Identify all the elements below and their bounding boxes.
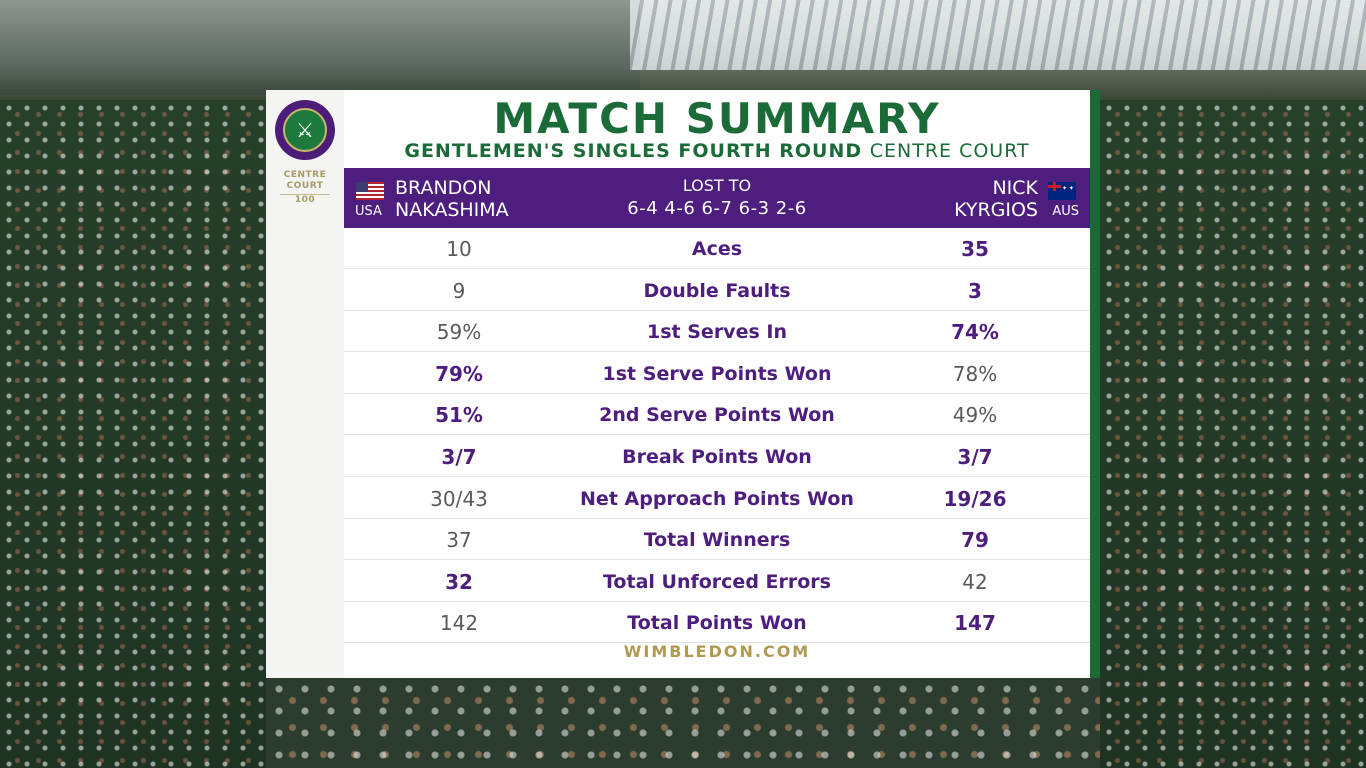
player-right-country: AUS: [1052, 204, 1079, 219]
page-title: MATCH SUMMARY: [493, 94, 941, 143]
stat-row: 51% 2nd Serve Points Won 49%: [344, 396, 1090, 436]
stat-row: 79% 1st Serve Points Won 78%: [344, 354, 1090, 394]
player-right-last-name: KYRGIOS: [954, 199, 1038, 221]
player-left-last-name: NAKASHIMA: [395, 199, 509, 221]
stat-right-value: 42: [962, 569, 988, 594]
player-right-first-name: NICK: [992, 177, 1038, 199]
stat-right-value: 147: [954, 611, 996, 636]
stat-label: Aces: [691, 238, 743, 260]
stat-left-value: 32: [445, 569, 473, 594]
crowd-stands-left: [0, 100, 266, 768]
stat-left-value: 3/7: [441, 444, 477, 469]
badge-line-2: COURT: [286, 181, 324, 191]
stat-row: 32 Total Unforced Errors 42: [344, 562, 1090, 602]
stat-label: 2nd Serve Points Won: [599, 404, 835, 427]
stat-left-value: 37: [446, 528, 472, 553]
branding-sidebar: ⚔ CENTRE COURT 100: [266, 90, 344, 678]
stat-label: Total Winners: [643, 529, 791, 552]
badge-line-3: 100: [294, 195, 316, 205]
stadium-roof: [630, 0, 1366, 70]
player-right-name: NICK KYRGIOS: [954, 177, 1038, 221]
stat-left-value: 51%: [435, 403, 483, 428]
stat-row: 9 Double Faults 3: [344, 271, 1090, 311]
badge-line-1: CENTRE: [283, 170, 327, 180]
result-label: LOST TO: [682, 176, 752, 195]
stat-label: Total Unforced Errors: [603, 570, 831, 593]
stat-label: 1st Serve Points Won: [602, 362, 832, 385]
stadium-roof-left: [0, 0, 640, 95]
stat-row: 142 Total Points Won 147: [344, 604, 1090, 644]
stat-right-value: 49%: [952, 403, 998, 428]
event-subtitle: GENTLEMEN'S SINGLES FOURTH ROUND CENTRE …: [344, 140, 1090, 162]
stat-row: 30/43 Net Approach Points Won 19/26: [344, 479, 1090, 519]
centre-court-100-badge: CENTRE COURT 100: [274, 170, 336, 206]
stat-right-value: 79: [961, 528, 989, 553]
stat-label: Net Approach Points Won: [580, 487, 854, 510]
stat-label: Double Faults: [643, 279, 791, 302]
players-header: USA BRANDON NAKASHIMA LOST TO 6-4 4-6 6-…: [344, 168, 1090, 228]
stat-row: 10 Aces 35: [344, 230, 1090, 269]
stat-right-value: 3: [968, 278, 982, 303]
venue-name: CENTRE COURT: [869, 140, 1030, 162]
player-left-country: USA: [355, 204, 382, 219]
stat-label: Break Points Won: [622, 445, 812, 468]
green-edge-stripe: [1090, 90, 1100, 678]
badge-divider: [280, 194, 330, 195]
stat-right-value: 19/26: [943, 486, 1007, 511]
match-summary-panel: ⚔ CENTRE COURT 100 MATCH SUMMARY GENTLEM…: [266, 90, 1100, 678]
australia-flag-icon: [1048, 182, 1076, 200]
stat-left-value: 10: [446, 237, 472, 261]
player-left-name: BRANDON NAKASHIMA: [395, 177, 509, 221]
stat-left-value: 142: [439, 611, 479, 636]
stat-left-value: 79%: [435, 361, 483, 386]
crowd-stands-bottom: [266, 678, 1100, 768]
stat-row: 3/7 Break Points Won 3/7: [344, 437, 1090, 477]
stat-label: 1st Serves In: [647, 321, 787, 344]
wimbledon-logo-icon: ⚔: [275, 100, 335, 160]
stat-right-value: 78%: [952, 361, 998, 386]
match-score: 6-4 4-6 6-7 6-3 2-6: [627, 198, 807, 219]
stat-left-value: 9: [452, 278, 466, 303]
stat-row: 59% 1st Serves In 74%: [344, 313, 1090, 353]
stat-label: Total Points Won: [627, 612, 807, 635]
event-name: GENTLEMEN'S SINGLES FOURTH ROUND: [404, 140, 863, 162]
player-left-first-name: BRANDON: [395, 177, 492, 199]
stat-right-value: 3/7: [957, 444, 993, 469]
usa-flag-icon: [356, 182, 384, 200]
crossed-rackets-icon: ⚔: [283, 108, 327, 152]
crowd-stands-right: [1100, 100, 1366, 768]
footer-url: WIMBLEDON.COM: [623, 642, 811, 661]
stats-table: 10 Aces 35 9 Double Faults 3 59% 1st Serves In 7…: [344, 230, 1090, 646]
stat-left-value: 59%: [436, 320, 482, 345]
stat-left-value: 30/43: [430, 486, 488, 511]
stat-right-value: 35: [961, 237, 989, 261]
stat-right-value: 74%: [951, 320, 999, 345]
stat-row: 37 Total Winners 79: [344, 521, 1090, 561]
